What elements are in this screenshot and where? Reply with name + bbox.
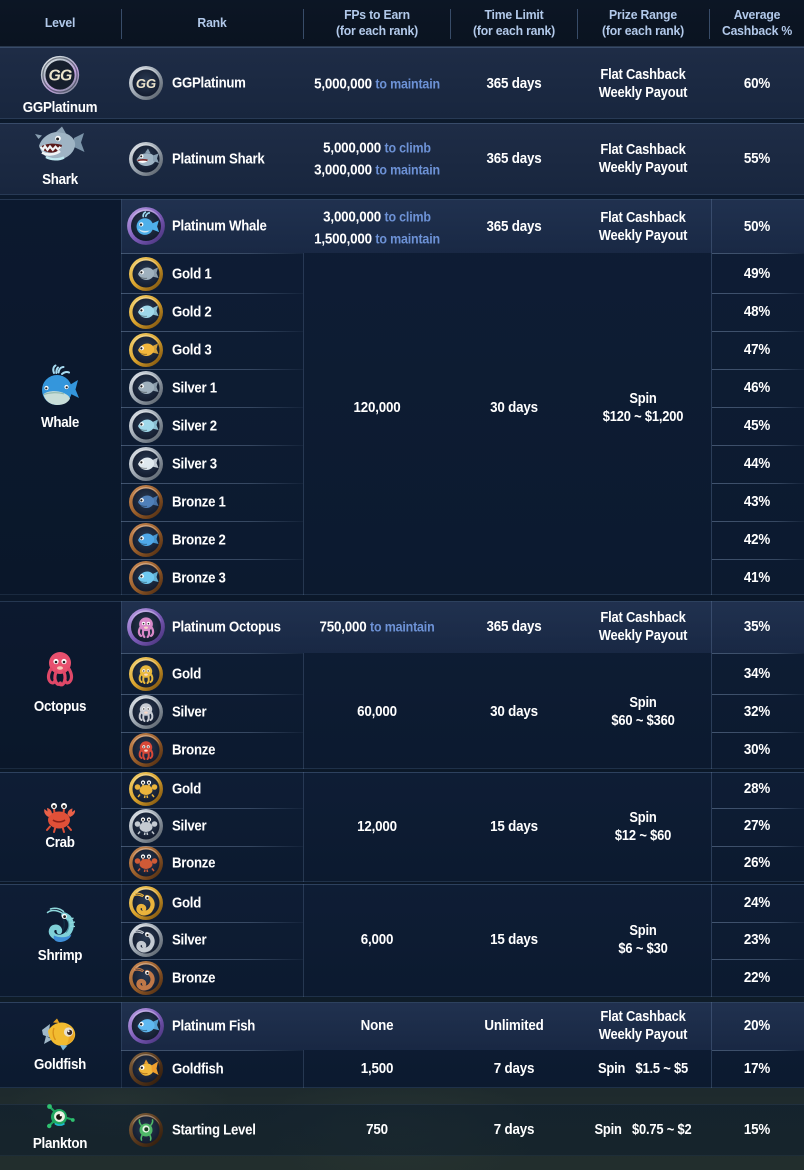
svg-text:GG: GG bbox=[136, 76, 156, 91]
svg-text:GG: GG bbox=[49, 67, 72, 84]
